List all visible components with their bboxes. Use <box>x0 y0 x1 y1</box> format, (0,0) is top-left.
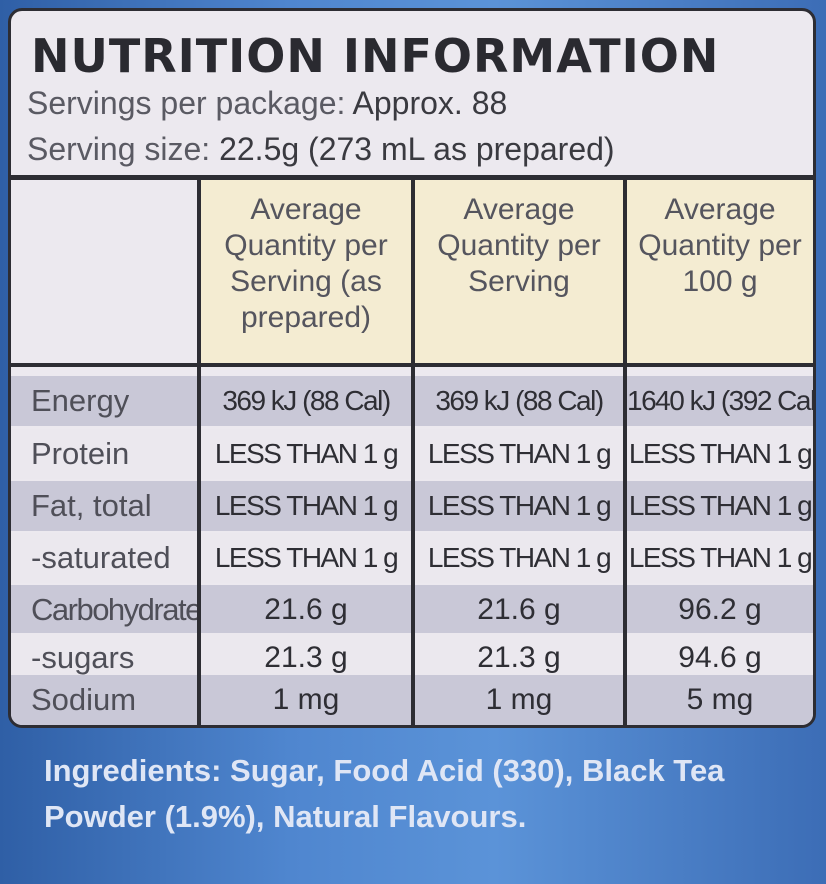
column-divider <box>623 180 627 725</box>
row-value-100g: LESS THAN 1 g <box>628 490 813 521</box>
header-divider <box>11 175 813 180</box>
ingredients-text: Ingredients: Sugar, Food Acid (330), Bla… <box>44 753 725 834</box>
column-header-100g: Average Quantity per 100 g <box>627 180 813 366</box>
row-label: Carbohydrate <box>31 592 201 627</box>
nutrition-panel: NUTRITION INFORMATION Servings per packa… <box>8 8 816 728</box>
row-value-prepared: LESS THAN 1 g <box>214 490 399 521</box>
row-value-serving: 1 mg <box>485 683 553 716</box>
row-value-prepared: LESS THAN 1 g <box>214 542 399 573</box>
servings-value: Approx. 88 <box>352 85 508 121</box>
row-value-serving: LESS THAN 1 g <box>427 438 612 469</box>
row-label: Protein <box>31 436 130 471</box>
row-value-100g: 5 mg <box>686 683 754 716</box>
row-value-prepared: 21.6 g <box>264 593 348 626</box>
row-value-serving: 21.6 g <box>477 593 561 626</box>
row-value-100g: 96.2 g <box>678 593 762 626</box>
row-value-prepared: 369 kJ (88 Cal) <box>222 385 391 416</box>
row-value-serving: LESS THAN 1 g <box>427 542 612 573</box>
row-value-prepared: 1 mg <box>272 683 340 716</box>
column-header-prepared: Average Quantity per Serving (as prepare… <box>201 180 411 366</box>
column-divider <box>197 180 201 725</box>
panel-title: NUTRITION INFORMATION <box>31 29 720 83</box>
row-value-prepared: LESS THAN 1 g <box>214 438 399 469</box>
row-label: -saturated <box>31 540 171 575</box>
row-value-prepared: 21.3 g <box>264 641 348 674</box>
row-label: Sodium <box>31 682 137 717</box>
row-value-100g: LESS THAN 1 g <box>628 542 813 573</box>
row-label: Energy <box>31 383 130 418</box>
row-value-serving: 369 kJ (88 Cal) <box>435 385 604 416</box>
serving-size: Serving size: 22.5g (273 mL as prepared) <box>27 131 615 168</box>
servings-label: Servings per package: <box>27 85 346 121</box>
serving-size-label: Serving size: <box>27 131 211 167</box>
column-divider <box>411 180 415 725</box>
row-label: Fat, total <box>31 488 152 523</box>
row-value-100g: 94.6 g <box>678 641 762 674</box>
row-value-serving: LESS THAN 1 g <box>427 490 612 521</box>
row-label: -sugars <box>31 640 135 675</box>
row-value-100g: LESS THAN 1 g <box>628 438 813 469</box>
servings-per-package: Servings per package: Approx. 88 <box>27 85 507 122</box>
column-header-serving: Average Quantity per Serving <box>415 180 623 366</box>
serving-size-value: 22.5g (273 mL as prepared) <box>219 131 615 167</box>
row-value-100g: 1640 kJ (392 Cal) <box>627 385 813 416</box>
row-value-serving: 21.3 g <box>477 641 561 674</box>
